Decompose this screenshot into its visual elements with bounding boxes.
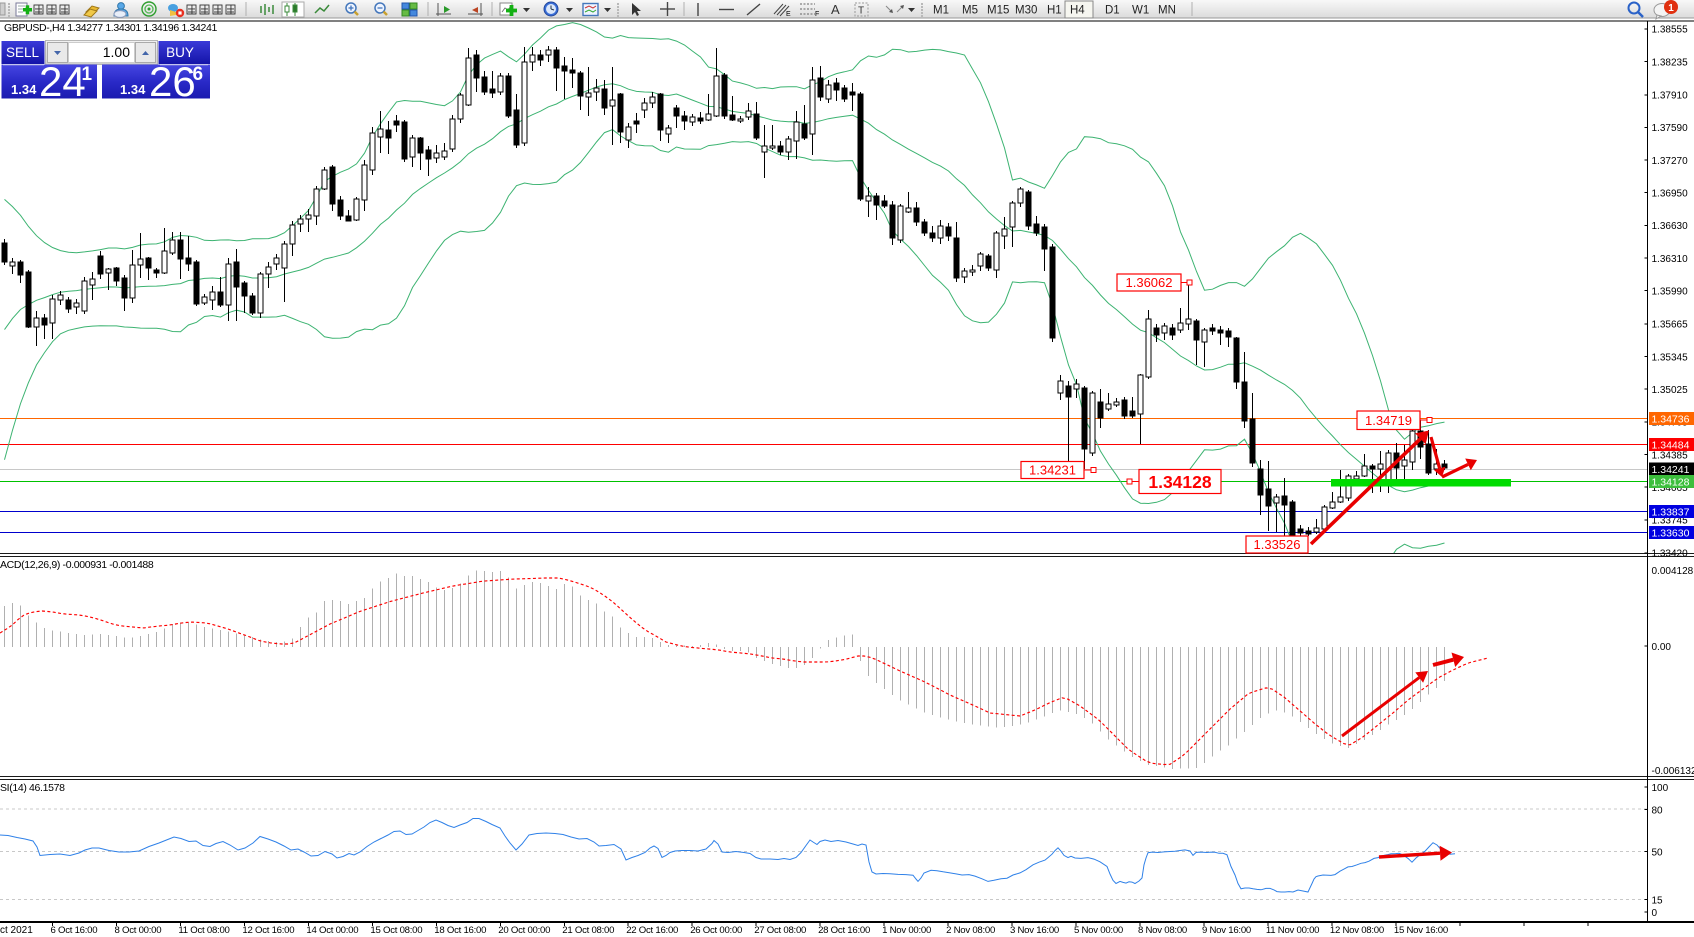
svg-text:A: A [831,2,840,17]
svg-text:15 Oct 08:00: 15 Oct 08:00 [370,925,422,936]
svg-text:E: E [786,11,791,18]
svg-text:1.33630: 1.33630 [1652,528,1690,540]
svg-text:M30: M30 [1015,5,1037,17]
svg-text:11 Nov 00:00: 11 Nov 00:00 [1266,925,1319,936]
svg-text:50: 50 [1652,848,1664,859]
svg-text:1.34719: 1.34719 [1365,413,1412,428]
svg-text:1.34: 1.34 [11,82,37,97]
svg-text:1.37590: 1.37590 [1652,123,1689,134]
svg-text:GBPUSD-,H4 1.34277 1.34301 1.: GBPUSD-,H4 1.34277 1.34301 1.34196 1.342… [4,22,217,34]
svg-text:1.38555: 1.38555 [1652,25,1689,36]
svg-text:11 Oct 08:00: 11 Oct 08:00 [178,925,229,936]
svg-text:1.36062: 1.36062 [1126,275,1173,290]
svg-text:1.37270: 1.37270 [1652,156,1689,167]
svg-text:12 Oct 16:00: 12 Oct 16:00 [242,925,294,936]
svg-text:15: 15 [1652,896,1664,907]
svg-text:21 Oct 08:00: 21 Oct 08:00 [562,925,614,936]
svg-text:1.34128: 1.34128 [1652,477,1690,489]
svg-text:1.34241: 1.34241 [1652,464,1690,476]
svg-text:8 Oct 00:00: 8 Oct 00:00 [115,925,162,936]
svg-text:1.33420: 1.33420 [1652,549,1689,560]
svg-text:M1: M1 [933,5,949,17]
svg-text:H1: H1 [1047,5,1062,17]
svg-text:8 Nov 08:00: 8 Nov 08:00 [1138,925,1187,936]
svg-text:F: F [815,11,819,18]
svg-text:14 Oct 00:00: 14 Oct 00:00 [306,925,358,936]
svg-text:9 Nov 16:00: 9 Nov 16:00 [1202,925,1251,936]
svg-text:1.34128: 1.34128 [1148,472,1212,492]
svg-text:T: T [858,6,864,17]
svg-text:100: 100 [1652,783,1669,794]
svg-text:80: 80 [1652,806,1664,817]
svg-text:1.35025: 1.35025 [1652,385,1689,396]
svg-text:1: 1 [82,64,93,85]
svg-text:1.34065: 1.34065 [1652,483,1689,494]
svg-text:1.36630: 1.36630 [1652,221,1689,232]
svg-text:0.00: 0.00 [1652,642,1672,653]
svg-text:1.34736: 1.34736 [1652,414,1690,426]
svg-text:28 Oct 16:00: 28 Oct 16:00 [818,925,870,936]
svg-text:26 Oct 00:00: 26 Oct 00:00 [690,925,742,936]
svg-text:6: 6 [193,64,204,85]
svg-text:D1: D1 [1105,5,1120,17]
svg-text:MN: MN [1158,5,1176,17]
svg-text:22 Oct 16:00: 22 Oct 16:00 [626,925,678,936]
svg-text:18 Oct 16:00: 18 Oct 16:00 [434,925,486,936]
svg-text:W1: W1 [1132,5,1149,17]
svg-text:1.34484: 1.34484 [1652,440,1690,452]
svg-text:ct 2021: ct 2021 [0,925,33,936]
svg-text:M5: M5 [962,5,978,17]
svg-text:27 Oct 08:00: 27 Oct 08:00 [754,925,806,936]
svg-text:SI(14) 46.1578: SI(14) 46.1578 [0,782,65,794]
svg-text:24: 24 [39,58,86,105]
svg-text:1 Nov 00:00: 1 Nov 00:00 [882,925,931,936]
svg-text:1.33745: 1.33745 [1652,516,1689,527]
svg-text:M15: M15 [987,5,1009,17]
svg-text:1: 1 [1668,3,1674,14]
svg-text:ACD(12,26,9) -0.000931 -0.0014: ACD(12,26,9) -0.000931 -0.001488 [0,559,154,571]
svg-text:3 Nov 16:00: 3 Nov 16:00 [1010,925,1059,936]
svg-text:1.34385: 1.34385 [1652,450,1689,461]
svg-text:1.00: 1.00 [103,44,130,60]
svg-text:H4: H4 [1070,5,1085,17]
svg-text:6 Oct 16:00: 6 Oct 16:00 [51,925,98,936]
svg-text:1.35665: 1.35665 [1652,320,1689,331]
svg-text:0.004128: 0.004128 [1652,566,1694,577]
svg-text:SELL: SELL [6,45,40,60]
svg-text:BUY: BUY [166,45,194,60]
svg-text:1.34: 1.34 [120,82,146,97]
svg-text:-0.006132: -0.006132 [1652,766,1694,777]
svg-text:1.33526: 1.33526 [1254,537,1301,552]
svg-text:0: 0 [1652,908,1658,919]
svg-text:1.38235: 1.38235 [1652,57,1689,68]
svg-text:26: 26 [149,58,196,105]
svg-text:5 Nov 00:00: 5 Nov 00:00 [1074,925,1123,936]
svg-text:20 Oct 00:00: 20 Oct 00:00 [498,925,550,936]
svg-text:1.36950: 1.36950 [1652,189,1689,200]
svg-text:12 Nov 08:00: 12 Nov 08:00 [1330,925,1384,936]
svg-text:1.35990: 1.35990 [1652,287,1689,298]
svg-text:1.33837: 1.33837 [1652,507,1690,519]
svg-text:15 Nov 16:00: 15 Nov 16:00 [1394,925,1448,936]
svg-text:1.35345: 1.35345 [1652,352,1689,363]
svg-text:1.34231: 1.34231 [1029,463,1076,478]
svg-text:1.36310: 1.36310 [1652,254,1689,265]
svg-text:2 Nov 08:00: 2 Nov 08:00 [946,925,995,936]
svg-text:1.37910: 1.37910 [1652,91,1689,102]
